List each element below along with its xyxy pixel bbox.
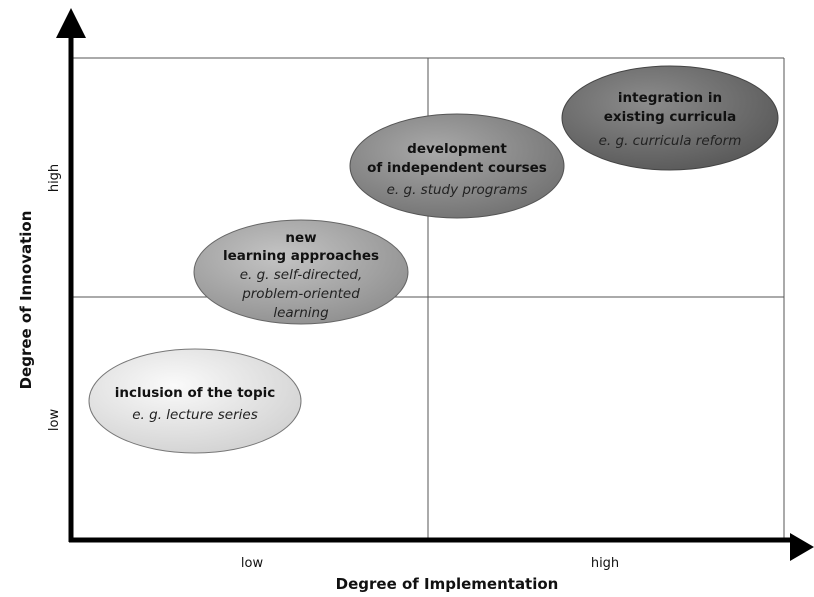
ellipse-bold-text: existing curricula xyxy=(604,109,737,125)
ellipse-bold-text: development xyxy=(407,141,507,157)
ellipse-bold-text: new xyxy=(285,230,316,246)
ellipse-italic-text: problem-oriented xyxy=(241,286,360,302)
ellipse-development-of-independent-courses: development of independent courses e. g.… xyxy=(349,113,565,219)
ellipse-italic-text: e. g. self-directed, xyxy=(240,267,363,283)
y-axis xyxy=(56,8,86,542)
ellipse-integration-in-existing-curricula: integration in existing curricula e. g. … xyxy=(561,65,779,171)
x-axis-arrowhead-icon xyxy=(790,533,814,561)
ellipse-bold-text: of independent courses xyxy=(367,160,547,176)
x-axis-title: Degree of Implementation xyxy=(336,575,559,593)
ellipse-bold-text: integration in xyxy=(618,90,722,106)
y-tick-high: high xyxy=(47,164,62,192)
ellipse-italic-text: e. g. lecture series xyxy=(132,407,258,423)
ellipse-italic-text: learning xyxy=(273,305,329,321)
ellipse-bold-text: learning approaches xyxy=(223,248,379,264)
y-axis-title: Degree of Innovation xyxy=(17,211,35,390)
ellipse-italic-text: e. g. curricula reform xyxy=(599,133,742,149)
x-tick-low: low xyxy=(241,556,264,571)
ellipse-italic-text: e. g. study programs xyxy=(387,182,528,198)
ellipse-inclusion-of-the-topic: inclusion of the topic e. g. lecture ser… xyxy=(88,348,302,454)
x-axis xyxy=(69,533,814,561)
x-tick-high: high xyxy=(591,556,619,571)
y-tick-low: low xyxy=(47,409,62,432)
ellipse-bold-text: inclusion of the topic xyxy=(115,385,276,401)
y-axis-arrowhead-icon xyxy=(56,8,86,38)
ellipse-new-learning-approaches: new learning approaches e. g. self-direc… xyxy=(193,219,409,325)
